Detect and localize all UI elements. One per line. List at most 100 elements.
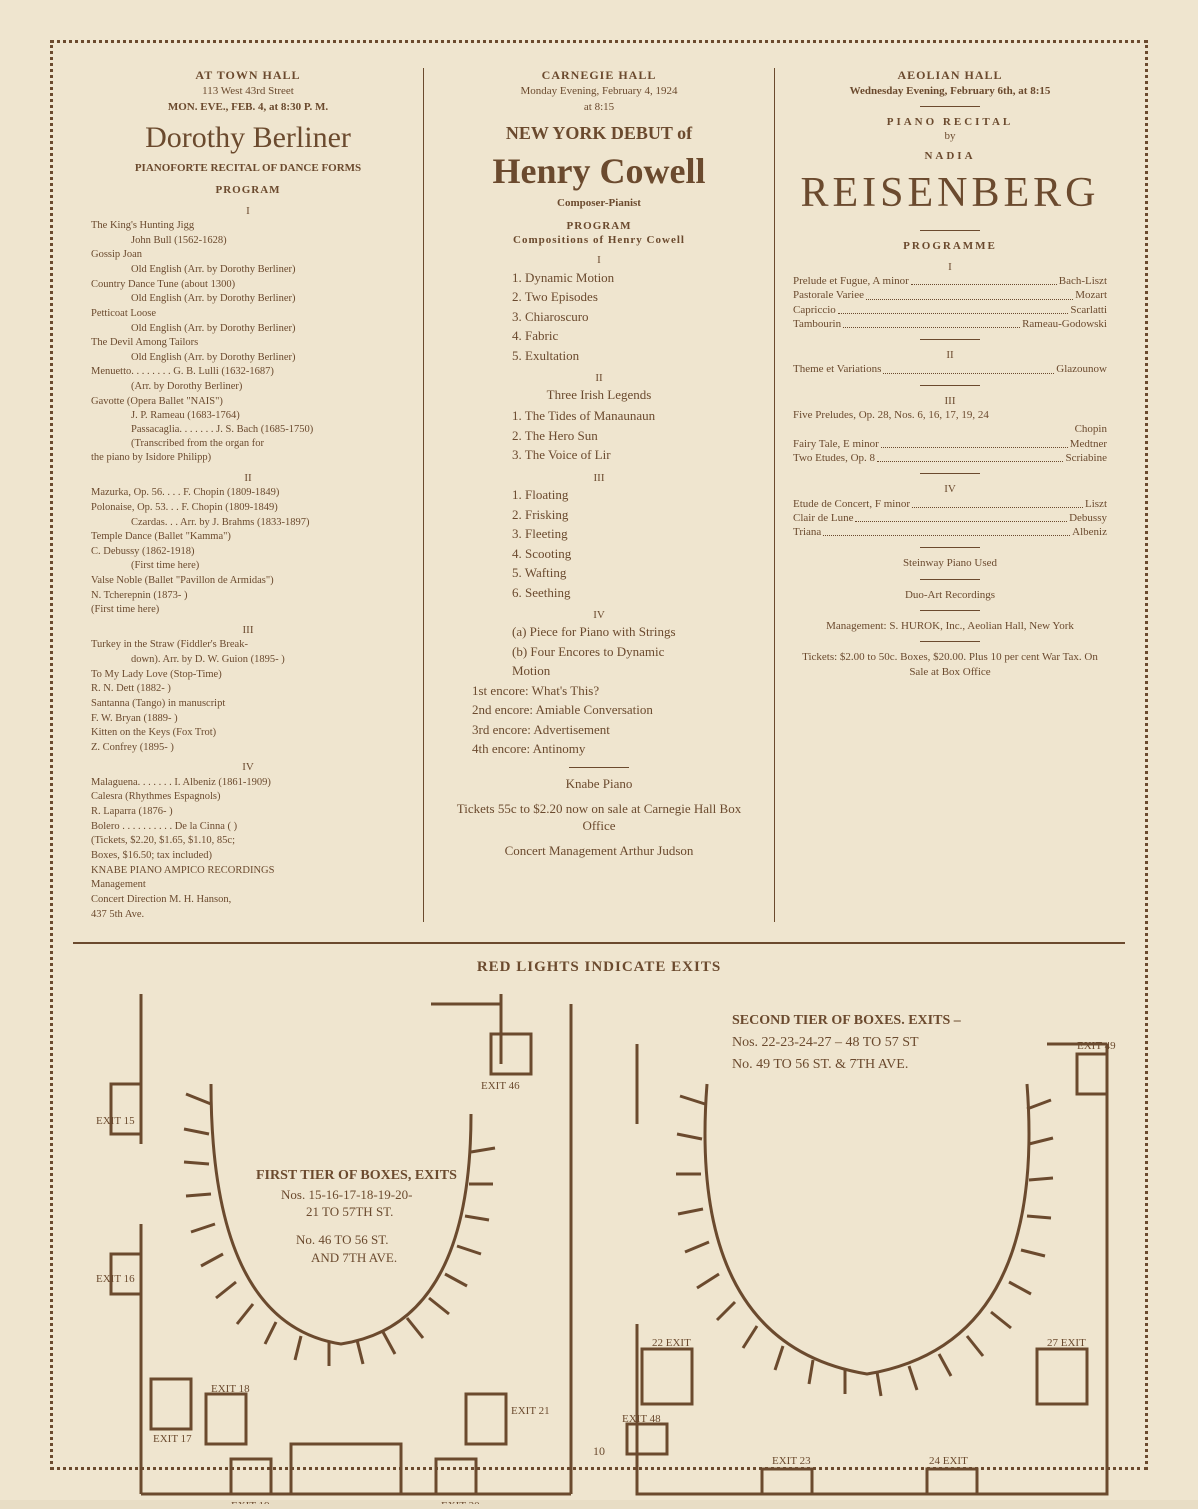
col3-firstname: NADIA [793, 149, 1107, 163]
program-item: (First time here) [91, 603, 405, 617]
exit-23-label: EXIT 23 [772, 1455, 811, 1467]
program-item: Z. Confrey (1895- ) [91, 741, 405, 755]
program-item: Temple Dance (Ballet "Kamma") [91, 530, 405, 544]
page-number: 10 [593, 1444, 605, 1459]
exit-diagrams-section: RED LIGHTS INDICATE EXITS [73, 944, 1125, 1504]
col2-mgmt: Concert Management Arthur Judson [442, 843, 756, 860]
program-item: Gossip Joan [91, 248, 405, 262]
program-item: 5. Wafting [442, 563, 756, 583]
program-item: Turkey in the Straw (Fiddler's Break- [91, 638, 405, 652]
program-item: The King's Hunting Jigg [91, 219, 405, 233]
program-item: (a) Piece for Piano with Strings [442, 622, 756, 642]
page: AT TOWN HALL 113 West 43rd Street MON. E… [0, 0, 1198, 1500]
program-item: TambourinRameau-Godowski [793, 317, 1107, 331]
program-item: Chopin [793, 422, 1107, 436]
exit-46-label: EXIT 46 [481, 1080, 520, 1092]
col2-venue: CARNEGIE HALL [442, 68, 756, 84]
program-item: CapriccioScarlatti [793, 303, 1107, 317]
col3-programme: PROGRAMME [793, 239, 1107, 253]
exit-27-label: 27 EXIT [1047, 1337, 1086, 1349]
col2-program-label: PROGRAM [442, 219, 756, 233]
program-item: C. Debussy (1862-1918) [91, 545, 405, 559]
program-item: TrianaAlbeniz [793, 525, 1107, 539]
program-item: J. P. Rameau (1683-1764) [91, 409, 405, 423]
program-item: Calesra (Rhythmes Espagnols) [91, 790, 405, 804]
program-item: the piano by Isidore Philipp) [91, 451, 405, 465]
exit-18-label: EXIT 18 [211, 1383, 250, 1395]
program-item: 3. Chiaroscuro [442, 307, 756, 327]
col2-datetime2: at 8:15 [442, 100, 756, 114]
program-item: (b) Four Encores to Dynamic [442, 642, 756, 662]
col3-by: by [793, 129, 1107, 143]
col2-role: Composer-Pianist [442, 196, 756, 210]
encore-item: 4th encore: Antinomy [472, 739, 756, 759]
program-item: Malaguena. . . . . . . I. Albeniz (1861-… [91, 776, 405, 790]
program-item: (Tickets, $2.20, $1.65, $1.10, 85c; [91, 834, 405, 848]
second-tier-diagram: SECOND TIER OF BOXES. EXITS – Nos. 22-23… [617, 984, 1117, 1504]
note-item: Management: S. HUROK, Inc., Aeolian Hall… [793, 619, 1107, 633]
program-item: Gavotte (Opera Ballet "NAIS") [91, 395, 405, 409]
exit-20-label: EXIT 20 [441, 1500, 480, 1504]
divider [920, 230, 980, 231]
note-item: Duo-Art Recordings [793, 588, 1107, 602]
col3-venue: AEOLIAN HALL [793, 68, 1107, 84]
note-item: Steinway Piano Used [793, 556, 1107, 570]
exit-21-label: EXIT 21 [511, 1405, 550, 1417]
d2-title3: No. 49 TO 56 ST. & 7TH AVE. [732, 1057, 908, 1072]
exits-title: RED LIGHTS INDICATE EXITS [73, 959, 1125, 976]
col1-artist-name: Dorothy Berliner [91, 118, 405, 157]
program-item: Old English (Arr. by Dorothy Berliner) [91, 322, 405, 336]
program-item: Boxes, $16.50; tax included) [91, 849, 405, 863]
exit-17-label: EXIT 17 [153, 1433, 192, 1445]
col3-notes: Steinway Piano Used Duo-Art Recordings Man… [793, 556, 1107, 678]
encore-item: 3rd encore: Advertisement [472, 720, 756, 740]
col3-recital: PIANO RECITAL [793, 115, 1107, 129]
program-item: (First time here) [91, 559, 405, 573]
program-item: 2. Frisking [442, 505, 756, 525]
program-item: 6. Seething [442, 583, 756, 603]
program-item: Menuetto. . . . . . . . G. B. Lulli (163… [91, 365, 405, 379]
program-item: The Devil Among Tailors [91, 336, 405, 350]
program-item: 2. The Hero Sun [442, 426, 756, 446]
encore-item: 1st encore: What's This? [472, 681, 756, 701]
program-item: Santanna (Tango) in manuscript [91, 697, 405, 711]
program-item: down). Arr. by D. W. Guion (1895- ) [91, 653, 405, 667]
col1-sections: IThe King's Hunting JiggJohn Bull (1562-… [91, 204, 405, 921]
col3-lastname: REISENBERG [793, 166, 1107, 221]
program-item: 437 5th Ave. [91, 908, 405, 922]
program-item: 2. Two Episodes [442, 287, 756, 307]
program-item: Valse Noble (Ballet "Pavillon de Armidas… [91, 574, 405, 588]
exit-15-label: EXIT 15 [96, 1115, 135, 1127]
col2-piano: Knabe Piano [442, 776, 756, 793]
program-item: 4. Fabric [442, 326, 756, 346]
encore-item: 2nd encore: Amiable Conversation [472, 700, 756, 720]
program-item: KNABE PIANO AMPICO RECORDINGS [91, 864, 405, 878]
program-item: (Transcribed from the organ for [91, 437, 405, 451]
diagrams-row: EXIT 15 EXIT 16 EXIT 17 EXIT 18 EXIT 19 … [73, 984, 1125, 1504]
program-item: Two Etudes, Op. 8Scriabine [793, 451, 1107, 465]
second-tier-svg: SECOND TIER OF BOXES. EXITS – Nos. 22-23… [617, 984, 1117, 1504]
program-item: F. W. Bryan (1889- ) [91, 712, 405, 726]
d1-title5: AND 7TH AVE. [311, 1250, 397, 1265]
exit-48-label: EXIT 48 [622, 1413, 661, 1425]
col1-venue: AT TOWN HALL [91, 68, 405, 84]
col1-role: PIANOFORTE RECITAL OF DANCE FORMS [91, 161, 405, 175]
program-item: Five Preludes, Op. 28, Nos. 6, 16, 17, 1… [793, 408, 1107, 422]
program-item: Kitten on the Keys (Fox Trot) [91, 726, 405, 740]
program-item: 1. The Tides of Manaunaun [442, 406, 756, 426]
program-item: 4. Scooting [442, 544, 756, 564]
d1-title2: Nos. 15-16-17-18-19-20- [281, 1187, 412, 1202]
program-item: Mazurka, Op. 56. . . . F. Chopin (1809-1… [91, 486, 405, 500]
program-item: Old English (Arr. by Dorothy Berliner) [91, 263, 405, 277]
program-item: 3. The Voice of Lir [442, 445, 756, 465]
col2-artist-name: Henry Cowell [442, 148, 756, 195]
program-item: N. Tcherepnin (1873- ) [91, 589, 405, 603]
program-item: Bolero . . . . . . . . . . De la Cinna (… [91, 820, 405, 834]
program-item: (Arr. by Dorothy Berliner) [91, 380, 405, 394]
exit-22-label: 22 EXIT [652, 1337, 691, 1349]
col2-encores: 1st encore: What's This?2nd encore: Amia… [442, 681, 756, 759]
program-col-3: AEOLIAN HALL Wednesday Evening, February… [775, 68, 1125, 922]
program-col-1: AT TOWN HALL 113 West 43rd Street MON. E… [73, 68, 423, 922]
divider [920, 106, 980, 107]
program-item: To My Lady Love (Stop-Time) [91, 668, 405, 682]
